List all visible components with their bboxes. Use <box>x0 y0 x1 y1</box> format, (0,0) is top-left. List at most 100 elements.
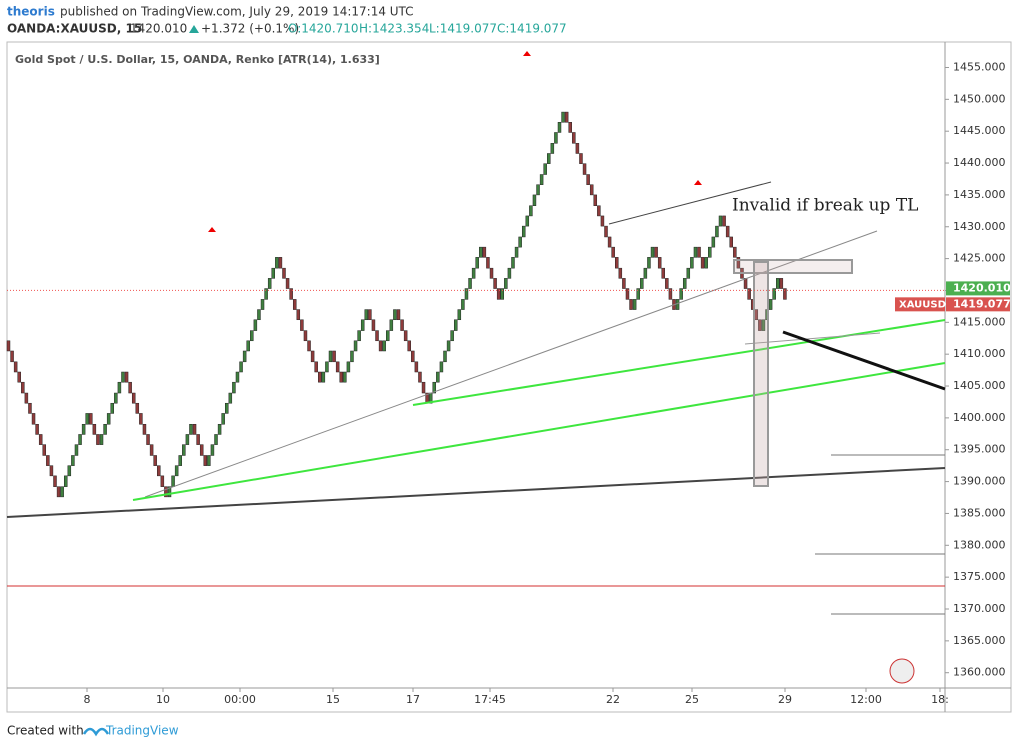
renko-brick <box>271 267 275 279</box>
y-tick-label: 1425.000 <box>953 252 1006 265</box>
renko-brick <box>357 330 361 342</box>
drawings <box>6 51 946 684</box>
chart-title: Gold Spot / U.S. Dollar, 15, OANDA, Renk… <box>15 53 380 66</box>
renko-brick <box>582 163 587 175</box>
renko-brick <box>239 361 243 373</box>
renko-brick <box>600 215 605 227</box>
y-tick-label: 1435.000 <box>953 188 1006 201</box>
renko-brick <box>679 288 683 300</box>
renko-brick <box>203 455 208 466</box>
renko-brick <box>164 486 168 498</box>
price-box <box>946 297 1010 312</box>
renko-brick <box>761 319 766 331</box>
renko-brick <box>661 267 665 279</box>
renko-brick <box>106 413 111 425</box>
brand-logo <box>82 727 110 737</box>
renko-brick <box>214 434 218 445</box>
renko-brick <box>85 413 89 425</box>
renko-brick <box>121 371 125 383</box>
renko-brick <box>56 486 61 498</box>
brand[interactable]: TradingView <box>105 724 179 738</box>
renko-brick <box>289 288 293 300</box>
trend-line <box>6 467 946 518</box>
renko-brick <box>636 288 640 300</box>
y-tick-label: 1445.000 <box>953 124 1006 137</box>
renko-brick <box>543 163 547 175</box>
renko-brick <box>629 299 633 310</box>
renko-brick <box>335 361 340 373</box>
renko-brick <box>403 330 408 342</box>
symbol-label: XAUUSD <box>899 299 946 310</box>
renko-brick <box>640 278 644 289</box>
renko-brick <box>182 444 186 456</box>
renko-brick <box>507 267 512 279</box>
renko-brick <box>493 278 497 289</box>
y-tick-label: 1400.000 <box>953 411 1006 424</box>
renko-brick <box>375 330 379 342</box>
annotation: Invalid if break up TL <box>732 196 918 216</box>
renko-brick <box>257 309 261 321</box>
x-tick-label: 12:00 <box>850 693 882 706</box>
x-tick-label: 00:00 <box>224 693 256 706</box>
renko-brick <box>489 267 494 279</box>
renko-brick <box>199 444 204 456</box>
renko-brick <box>296 309 301 321</box>
x-tick-label: 8 <box>84 693 91 706</box>
footer-text: Created with <box>7 724 84 738</box>
price-label: 1419.077 <box>953 297 1011 310</box>
renko-brick <box>300 319 304 331</box>
box <box>733 259 853 274</box>
renko-brick <box>217 423 222 435</box>
renko-brick <box>700 257 705 269</box>
renko-brick <box>63 475 68 487</box>
renko-brick <box>486 257 490 269</box>
renko-brick <box>74 444 79 456</box>
renko-brick <box>418 371 422 383</box>
y-tick-label: 1440.000 <box>953 156 1006 169</box>
renko-brick <box>758 319 762 331</box>
renko-brick <box>407 340 411 352</box>
renko-brick <box>607 236 612 248</box>
renko-brick <box>711 236 716 248</box>
renko-brick <box>267 278 272 289</box>
renko-brick <box>400 319 404 331</box>
last: 1420.010 <box>130 22 187 36</box>
renko-brick <box>67 465 72 477</box>
renko-brick <box>13 361 18 373</box>
renko-brick <box>697 246 701 258</box>
renko-brick <box>292 299 297 310</box>
renko-brick <box>264 288 268 300</box>
renko-brick <box>210 444 215 456</box>
published: published on TradingView.com, July 29, 2… <box>60 5 414 19</box>
renko-brick <box>167 486 172 498</box>
renko-brick <box>382 340 386 352</box>
renko-brick <box>42 444 47 456</box>
renko-brick <box>725 225 730 238</box>
renko-brick <box>49 465 54 477</box>
renko-brick <box>360 319 365 331</box>
renko-brick <box>135 402 140 414</box>
renko-brick <box>6 340 11 352</box>
renko-brick <box>253 319 258 331</box>
x-tick-label: 18: <box>931 693 949 706</box>
renko-brick <box>568 122 572 133</box>
renko-brick <box>564 111 569 123</box>
y-tick-label: 1390.000 <box>953 475 1006 488</box>
renko-brick <box>396 309 401 321</box>
renko-brick <box>178 455 182 466</box>
renko-brick <box>668 288 673 300</box>
renko-brick <box>314 361 318 373</box>
y-tick-label: 1370.000 <box>953 602 1006 615</box>
box <box>753 261 769 487</box>
renko-brick <box>285 278 290 289</box>
author[interactable]: theoris <box>7 5 55 19</box>
renko-brick <box>99 434 104 445</box>
renko-brick <box>60 486 64 498</box>
close: C:1419.077 <box>497 22 567 36</box>
renko-brick <box>242 350 247 363</box>
renko-brick <box>275 257 279 269</box>
renko-brick <box>650 246 655 258</box>
low: L:1419.077 <box>429 22 497 36</box>
renko-brick <box>81 423 86 435</box>
renko-brick <box>464 288 469 300</box>
